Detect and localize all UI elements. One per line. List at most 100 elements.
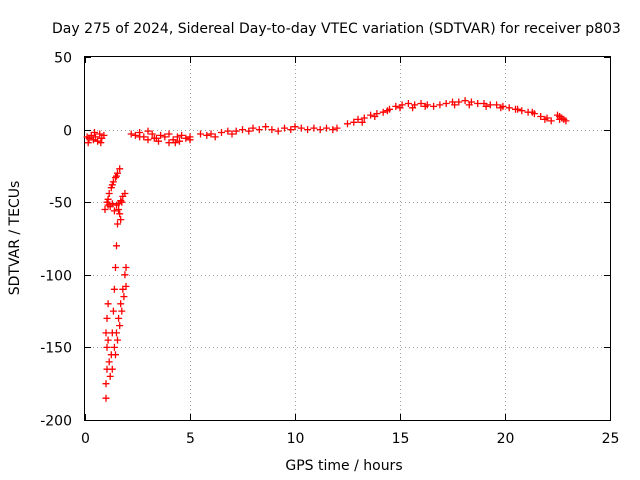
data-point: [114, 220, 121, 228]
data-point: [541, 115, 549, 123]
data-point: [97, 139, 105, 147]
data-point: [101, 206, 109, 213]
data-point: [268, 126, 276, 134]
data-point: [105, 358, 113, 366]
data-point: [108, 200, 116, 208]
data-point: [547, 117, 555, 125]
plot-frame: [84, 56, 611, 421]
data-point: [150, 134, 158, 142]
data-point: [157, 131, 165, 139]
data-points: [83, 97, 570, 402]
chart-title: Day 275 of 2024, Sidereal Day-to-day VTE…: [52, 21, 621, 37]
data-point: [474, 100, 482, 107]
data-point: [274, 127, 282, 135]
data-point: [136, 133, 144, 141]
data-point: [383, 107, 391, 115]
data-point: [486, 101, 494, 109]
y-tick-label: 0: [63, 124, 72, 140]
data-point: [161, 133, 169, 141]
data-point: [392, 102, 400, 110]
data-point: [118, 198, 126, 206]
data-point: [102, 380, 110, 388]
data-point: [396, 104, 404, 112]
data-point: [112, 351, 119, 359]
data-point: [114, 336, 121, 344]
data-point: [100, 131, 108, 139]
data-point: [113, 242, 120, 250]
data-point: [110, 343, 118, 351]
data-point: [207, 130, 215, 138]
data-point: [436, 101, 444, 109]
x-tick-label: 20: [497, 431, 515, 447]
data-point: [430, 102, 438, 110]
x-tick-label: 0: [81, 431, 90, 447]
data-point: [232, 127, 240, 135]
data-point: [562, 117, 570, 125]
data-point: [218, 129, 225, 136]
data-point: [497, 104, 505, 112]
data-point: [228, 130, 236, 138]
data-point: [455, 98, 463, 106]
x-tick-label: 5: [186, 431, 195, 447]
data-point: [281, 124, 288, 132]
data-point: [117, 197, 125, 205]
data-point: [116, 165, 124, 173]
data-point: [120, 293, 128, 301]
data-point: [344, 120, 351, 128]
y-axis-title: SDTVAR / TECUs: [7, 181, 23, 296]
data-point: [518, 107, 526, 115]
data-point: [224, 127, 232, 135]
data-point: [171, 139, 179, 147]
y-tick-label: -100: [40, 269, 72, 285]
data-point: [108, 365, 116, 373]
y-tick-label: -150: [40, 341, 72, 357]
data-point: [379, 108, 387, 116]
data-point: [131, 131, 139, 139]
data-point: [110, 285, 118, 293]
data-point: [102, 394, 110, 402]
data-point: [182, 134, 190, 142]
data-point: [451, 101, 459, 109]
data-point: [116, 210, 124, 218]
data-point: [239, 126, 246, 134]
data-point: [117, 300, 125, 308]
data-point: [118, 307, 126, 315]
data-point: [404, 100, 412, 107]
data-point: [122, 282, 130, 290]
data-point: [105, 190, 113, 197]
data-point: [203, 131, 211, 139]
data-point: [482, 102, 490, 110]
data-point: [360, 114, 368, 122]
data-point: [262, 123, 270, 131]
data-point: [102, 329, 110, 337]
x-tick-label: 25: [602, 431, 620, 447]
data-point: [176, 137, 183, 145]
data-point: [505, 104, 513, 112]
data-point: [117, 216, 125, 224]
y-tick-label: 50: [54, 51, 72, 67]
data-point: [144, 136, 152, 144]
data-point: [103, 314, 111, 322]
data-point: [371, 113, 379, 120]
data-point: [127, 130, 135, 138]
data-point: [287, 126, 295, 134]
data-point: [409, 104, 417, 112]
data-point: [121, 271, 129, 279]
data-point: [316, 126, 324, 134]
data-point: [115, 314, 123, 322]
data-point: [96, 130, 104, 138]
data-point: [556, 115, 564, 123]
data-point: [112, 264, 119, 271]
data-point: [442, 100, 450, 107]
data-point: [350, 118, 358, 126]
data-point: [121, 190, 129, 197]
data-point: [112, 174, 119, 181]
data-point: [245, 127, 253, 135]
data-point: [122, 264, 130, 271]
data-point: [178, 131, 186, 139]
data-point: [493, 101, 501, 109]
data-point: [173, 133, 181, 141]
axis-ticks: 0 5 10 15 20 25 -200 -150 -100 -50 0 50: [40, 51, 619, 448]
x-tick-label: 10: [287, 431, 305, 447]
